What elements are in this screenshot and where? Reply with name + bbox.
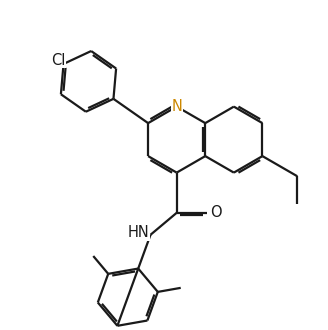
Text: O: O xyxy=(210,205,222,220)
Text: HN: HN xyxy=(128,225,150,240)
Text: N: N xyxy=(171,99,182,114)
Text: Cl: Cl xyxy=(51,53,66,68)
